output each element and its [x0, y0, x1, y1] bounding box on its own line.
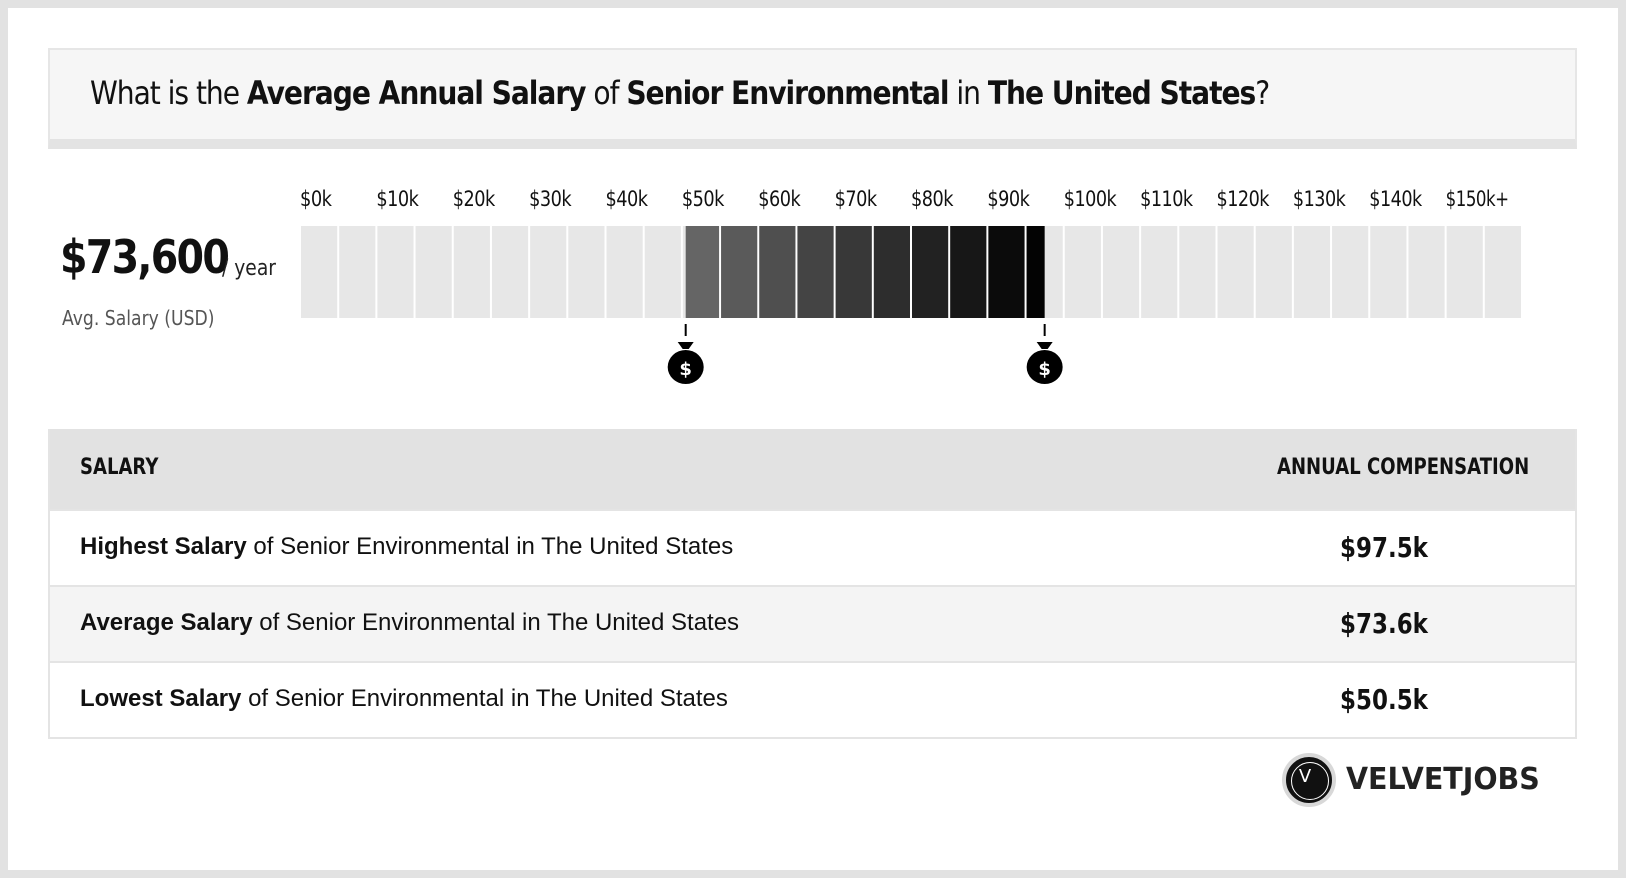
tick-labels: $0k $10k $20k $30k $40k $50k $60k $70k $80k $90k $… — [300, 187, 1509, 211]
salary-bars — [301, 226, 1521, 318]
bar-segment — [1141, 226, 1178, 318]
bar-segment — [1446, 226, 1483, 318]
row-value: $73.6k — [1340, 607, 1428, 640]
bar-segment — [568, 226, 605, 318]
salary-range-chart: $0k $10k $20k $30k $40k $50k $60k $70k $80k $90k $… — [300, 187, 1521, 384]
title-in: in — [948, 74, 988, 112]
bar-segment — [377, 226, 414, 318]
page-title: What is the Average Annual Salary of Sen… — [90, 74, 1270, 112]
bar-segment — [415, 226, 452, 318]
bar-segment-filled — [988, 226, 1025, 318]
tick-label: $50k — [682, 187, 725, 211]
salary-card: What is the Average Annual Salary of Sen… — [8, 8, 1618, 870]
bar-segment — [1332, 226, 1369, 318]
tick-label: $140k — [1369, 187, 1423, 211]
title-of: of — [585, 74, 627, 112]
bar-segment-filled — [759, 226, 796, 318]
tick-label: $120k — [1217, 187, 1271, 211]
table-row-lowest: Lowest Salary of Senior Environmental in… — [50, 661, 1575, 737]
bar-segment — [301, 226, 338, 318]
header-salary: SALARY — [80, 455, 159, 480]
bar-segment-filled — [1026, 226, 1045, 318]
row-label-bold: Highest Salary — [80, 533, 247, 560]
tick-label: $100k — [1064, 187, 1118, 211]
row-label-rest: of Senior Environmental in The United St… — [252, 609, 740, 636]
title-metric: Average Annual Salary — [246, 74, 587, 112]
bar-segment-filled — [685, 226, 720, 318]
bar-segment — [1408, 226, 1445, 318]
title-suffix: ? — [1255, 74, 1270, 112]
tick-label: $150k+ — [1446, 187, 1509, 211]
header-annual-compensation: ANNUAL COMPENSATION — [1277, 455, 1530, 480]
average-salary-value: $73,600 — [60, 230, 230, 284]
row-label-bold: Average Salary — [80, 609, 253, 636]
table-row-average: Average Salary of Senior Environmental i… — [50, 585, 1575, 661]
bar-segment — [1293, 226, 1331, 318]
tick-label: $40k — [606, 187, 649, 211]
logo-text: VELVETJOBS — [1346, 762, 1540, 797]
tick-label: $10k — [376, 187, 419, 211]
svg-text:$: $ — [679, 359, 692, 380]
bar-segment — [606, 226, 643, 318]
tick-label: $20k — [453, 187, 496, 211]
title-location: The United States — [987, 74, 1256, 112]
bar-segment — [644, 226, 681, 318]
bar-segment — [339, 226, 376, 318]
tick-label: $80k — [911, 187, 954, 211]
bar-segment-filled — [797, 226, 834, 318]
tick-label: $130k — [1293, 187, 1347, 211]
bar-segment-filled — [912, 226, 949, 318]
bar-segment — [1217, 226, 1254, 318]
row-label-bold: Lowest Salary — [80, 685, 242, 712]
bar-segment — [453, 226, 490, 318]
logo-letter: V — [1298, 766, 1312, 787]
money-bag-icon: $ — [667, 324, 704, 384]
bar-segment — [1102, 226, 1140, 318]
row-label-rest: of Senior Environmental in The United St… — [246, 533, 734, 560]
tick-label: $70k — [835, 187, 878, 211]
row-label-rest: of Senior Environmental in The United St… — [241, 685, 728, 712]
bar-segment — [1255, 226, 1292, 318]
bar-segment-filled — [835, 226, 872, 318]
tick-label: $30k — [529, 187, 572, 211]
tick-label: $60k — [758, 187, 801, 211]
tick-label: $110k — [1140, 187, 1194, 211]
velvetjobs-logo: V VELVETJOBS — [1282, 753, 1582, 809]
title-prefix: What is the — [90, 74, 247, 112]
logo-badge-icon — [1282, 753, 1336, 807]
row-label: Lowest Salary of Senior Environmental in… — [80, 685, 728, 713]
average-salary-caption: Avg. Salary (USD) — [62, 306, 215, 330]
salary-markers: $ $ — [667, 324, 1063, 384]
title-job: Senior Environmental — [626, 74, 949, 112]
title-box: What is the Average Annual Salary of Sen… — [48, 48, 1577, 149]
svg-text:$: $ — [1038, 359, 1051, 380]
bar-segment-filled — [873, 226, 910, 318]
bar-segment — [1179, 226, 1216, 318]
bar-segment — [530, 226, 567, 318]
bar-segment — [1370, 226, 1407, 318]
money-bag-icon: $ — [1026, 324, 1063, 384]
tick-label: $90k — [987, 187, 1030, 211]
bar-segment-filled — [721, 226, 758, 318]
table-header: SALARY ANNUAL COMPENSATION — [50, 429, 1575, 509]
row-value: $97.5k — [1340, 531, 1428, 564]
bar-segment-filled — [950, 226, 987, 318]
tick-label: $0k — [300, 187, 333, 211]
salary-table: SALARY ANNUAL COMPENSATION Highest Salar… — [48, 429, 1577, 739]
row-label: Average Salary of Senior Environmental i… — [80, 609, 739, 637]
bar-segment — [491, 226, 529, 318]
row-label: Highest Salary of Senior Environmental i… — [80, 533, 733, 561]
row-value: $50.5k — [1340, 683, 1428, 716]
bar-segment — [1064, 226, 1101, 318]
bar-segment — [1484, 226, 1521, 318]
table-row-highest: Highest Salary of Senior Environmental i… — [50, 509, 1575, 585]
average-salary-unit: / year — [222, 256, 276, 281]
